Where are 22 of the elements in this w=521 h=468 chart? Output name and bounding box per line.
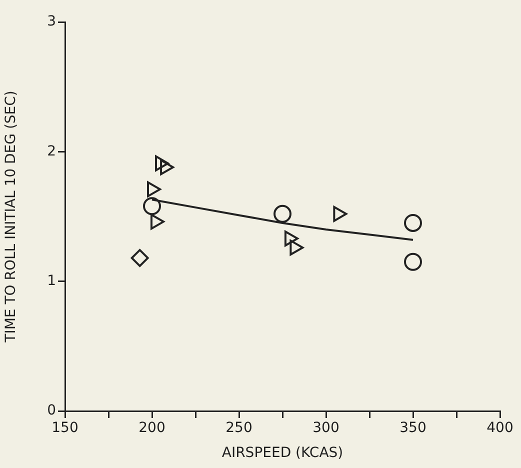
x-tick-label: 250 xyxy=(226,420,252,436)
y-tick-label: 3 xyxy=(47,14,56,30)
x-tick-label: 350 xyxy=(400,420,426,436)
point xyxy=(160,159,174,176)
point xyxy=(404,214,422,232)
point xyxy=(274,204,292,223)
point xyxy=(147,181,161,198)
y-tick-label: 1 xyxy=(47,272,56,289)
point xyxy=(404,252,422,271)
point xyxy=(290,240,304,256)
y-tick-label: 2 xyxy=(47,143,56,160)
y-axis-title: TIME TO ROLL INITIAL 10 DEG (SEC) xyxy=(3,90,20,344)
point xyxy=(155,155,170,172)
x-tick-label: 150 xyxy=(52,420,78,436)
x-tick-label: 200 xyxy=(138,420,166,436)
point xyxy=(333,206,348,222)
point xyxy=(284,230,298,246)
x-tick-label: 400 xyxy=(486,420,514,436)
x-axis-title: AIRSPEED (KCAS) xyxy=(222,445,344,462)
point xyxy=(150,214,164,230)
x-tick-label: 300 xyxy=(312,420,340,436)
y-tick-label: 0 xyxy=(47,402,56,419)
